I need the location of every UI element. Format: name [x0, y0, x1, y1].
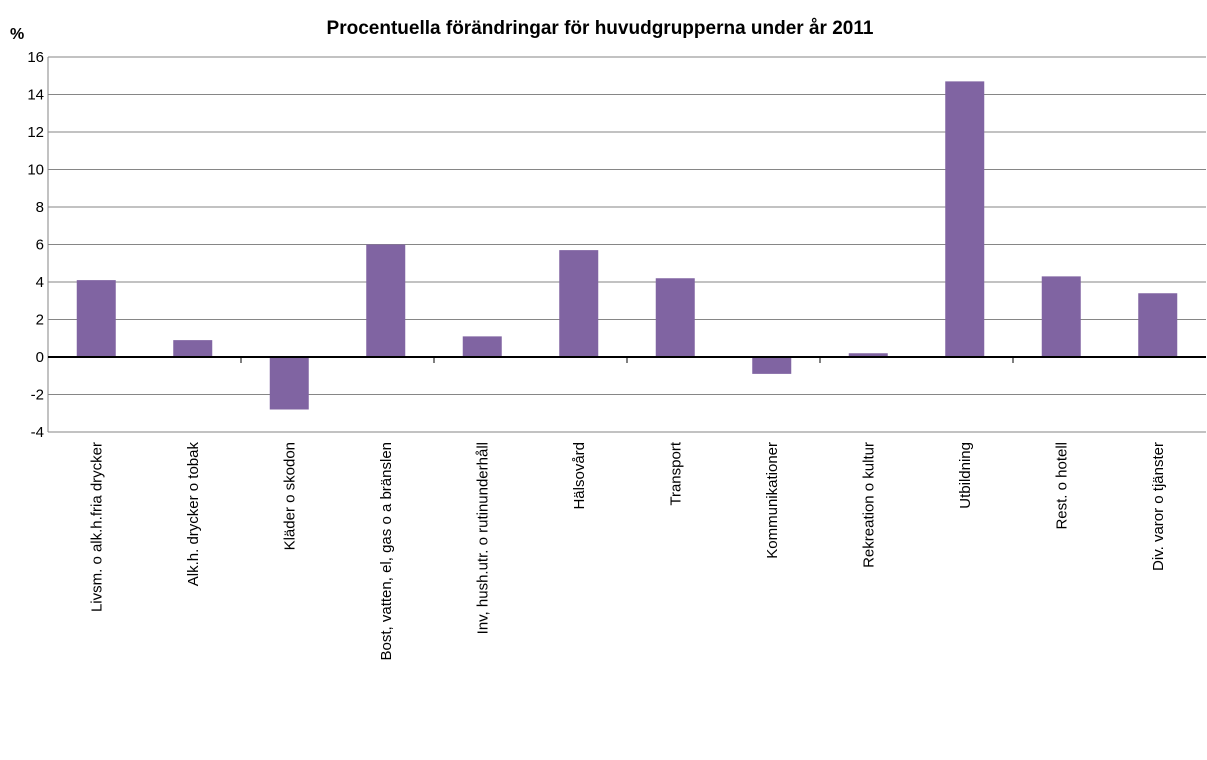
bar [1138, 293, 1178, 357]
bar [559, 250, 599, 357]
x-tick-label: Rekreation o kultur [860, 442, 877, 568]
y-tick-label: 0 [36, 349, 44, 366]
y-tick-label: 10 [27, 162, 44, 179]
bar [269, 357, 309, 410]
x-tick-label: Livsm. o alk.h.fria drycker [88, 442, 105, 612]
chart-title: Procentuella förändringar för huvudgrupp… [327, 18, 874, 39]
x-tick-label: Utbildning [957, 442, 974, 509]
x-tick-label: Rest. o hotell [1053, 442, 1070, 530]
bar [76, 280, 116, 357]
y-tick-label: 12 [27, 124, 44, 141]
x-tick-label: Kläder o skodon [281, 442, 298, 550]
x-tick-label: Transport [667, 441, 684, 505]
x-tick-label: Hälsovård [571, 442, 588, 510]
y-tick-label: 8 [36, 199, 44, 216]
x-tick-label: Div. varor o tjänster [1150, 442, 1167, 571]
x-tick-label: Kommunikationer [764, 442, 781, 559]
bar [462, 336, 502, 357]
y-axis-label: % [10, 26, 24, 43]
x-tick-label: Inv, hush.utr. o rutinunderhåll [474, 442, 491, 634]
y-tick-label: -4 [31, 424, 44, 441]
x-tick-label: Alk.h. drycker o tobak [185, 442, 202, 587]
bar [366, 244, 406, 357]
bar [1041, 276, 1081, 357]
bar [945, 81, 985, 357]
bar [848, 353, 888, 357]
bar [655, 278, 695, 357]
y-tick-label: 2 [36, 312, 44, 329]
y-tick-label: 6 [36, 237, 44, 254]
y-tick-label: 14 [27, 87, 44, 104]
y-tick-label: -2 [31, 387, 44, 404]
y-tick-label: 4 [36, 274, 44, 291]
x-tick-label: Bost, vatten, el, gas o a bränslen [378, 442, 395, 660]
bar [752, 357, 792, 374]
bar [173, 340, 213, 357]
y-tick-label: 16 [27, 49, 44, 66]
